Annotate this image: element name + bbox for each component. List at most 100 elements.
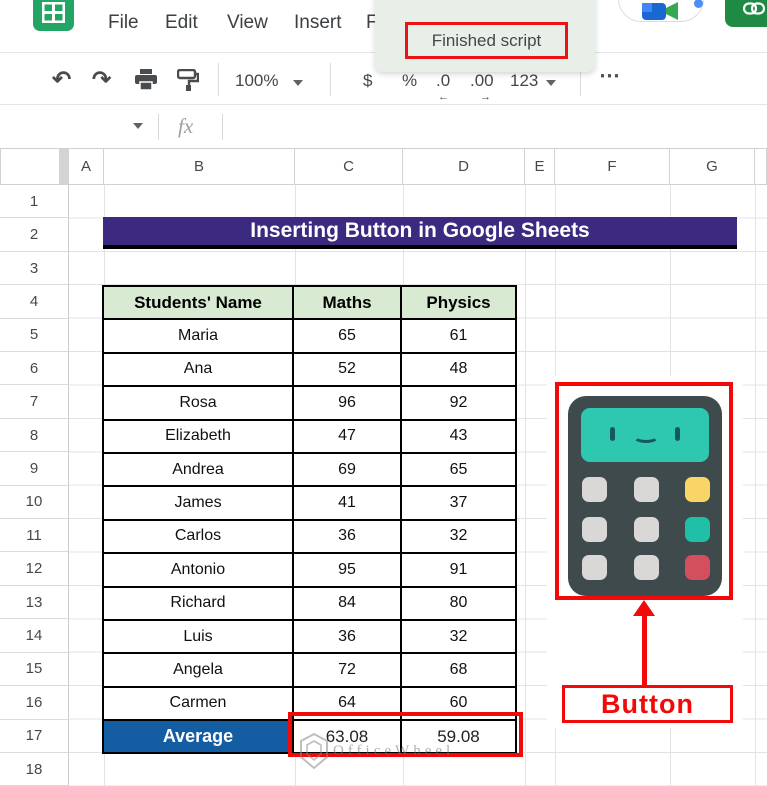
cell-maths[interactable]: 52: [294, 353, 402, 388]
cell-name[interactable]: Antonio: [104, 554, 294, 588]
column-header-g[interactable]: G: [670, 148, 755, 185]
cell-maths[interactable]: 41: [294, 487, 402, 521]
calculator-smile: [633, 430, 659, 443]
row-header[interactable]: 2: [0, 218, 69, 252]
cell-name[interactable]: Carlos: [104, 520, 294, 555]
cell-maths[interactable]: 36: [294, 520, 402, 555]
cell-maths[interactable]: 95: [294, 554, 402, 588]
cell-physics[interactable]: 92: [402, 387, 517, 421]
row-header[interactable]: 5: [0, 318, 69, 353]
sheet-title-banner: Inserting Button in Google Sheets: [103, 217, 737, 249]
name-box-caret-icon[interactable]: [133, 123, 143, 129]
average-label-cell[interactable]: Average: [104, 721, 294, 755]
calculator-key: [634, 517, 659, 542]
more-toolbar-button[interactable]: ⋯: [599, 64, 620, 87]
column-header-a[interactable]: A: [69, 148, 104, 185]
cell-name[interactable]: Elizabeth: [104, 420, 294, 454]
cell-name[interactable]: Maria: [104, 320, 294, 354]
calculator-key: [582, 517, 607, 542]
finished-script-item[interactable]: Finished script: [431, 30, 542, 50]
google-sheets-logo-icon[interactable]: [33, 0, 74, 31]
cell-physics[interactable]: 37: [402, 487, 517, 521]
cell-name[interactable]: Andrea: [104, 453, 294, 488]
row-header[interactable]: 15: [0, 652, 69, 687]
cell-name[interactable]: Ana: [104, 353, 294, 388]
cell-maths[interactable]: 36: [294, 620, 402, 655]
cell-physics[interactable]: 91: [402, 554, 517, 588]
zoom-select[interactable]: 100%: [235, 71, 279, 90]
sheets-grid-glyph: [42, 2, 65, 23]
gridline: [755, 185, 756, 786]
cell-maths[interactable]: 47: [294, 420, 402, 454]
cell-maths[interactable]: 65: [294, 320, 402, 354]
cell-maths[interactable]: 84: [294, 587, 402, 621]
cell-name[interactable]: James: [104, 487, 294, 521]
share-button[interactable]: [725, 0, 767, 27]
redo-icon[interactable]: ↷: [92, 66, 112, 92]
column-header-e[interactable]: E: [525, 148, 555, 185]
cell-physics[interactable]: 48: [402, 353, 517, 388]
format-currency-button[interactable]: $: [363, 71, 373, 90]
paint-format-icon[interactable]: [177, 69, 199, 91]
menu-format-partial[interactable]: F: [366, 12, 378, 33]
calculator-screen: [581, 408, 709, 462]
menu-insert[interactable]: Insert: [294, 12, 342, 33]
row-header[interactable]: 10: [0, 485, 69, 520]
number-format-caret-icon: [546, 80, 556, 86]
row-header[interactable]: 1: [0, 185, 69, 219]
increase-decimal-button[interactable]: .00: [470, 71, 494, 90]
row-header[interactable]: 16: [0, 686, 69, 720]
select-all-corner[interactable]: [0, 148, 69, 185]
cell-name[interactable]: Carmen: [104, 687, 294, 722]
cell-maths[interactable]: 96: [294, 387, 402, 421]
cell-name[interactable]: Angela: [104, 654, 294, 688]
decrease-decimal-button[interactable]: .0: [436, 71, 451, 90]
undo-icon[interactable]: ↶: [52, 66, 72, 92]
cell-name[interactable]: Luis: [104, 620, 294, 655]
row-header[interactable]: 9: [0, 452, 69, 486]
link-icon: [743, 2, 765, 15]
row-header[interactable]: 17: [0, 719, 69, 753]
row-header[interactable]: 14: [0, 619, 69, 653]
column-header-f[interactable]: F: [555, 148, 670, 185]
menu-file[interactable]: File: [108, 12, 139, 33]
column-header-c[interactable]: C: [295, 148, 403, 185]
row-header[interactable]: 12: [0, 552, 69, 586]
column-header-b[interactable]: B: [104, 148, 295, 185]
toolbar-divider: [330, 63, 331, 96]
column-header-partial[interactable]: [755, 148, 767, 185]
student-score-table[interactable]: Students' Name Maths Physics Maria 65 61…: [102, 285, 517, 755]
row-header[interactable]: 6: [0, 352, 69, 386]
cell-physics[interactable]: 80: [402, 587, 517, 621]
cell-name[interactable]: Richard: [104, 587, 294, 621]
formula-bar-divider: [158, 114, 159, 140]
meet-button[interactable]: [618, 0, 704, 22]
cell-physics[interactable]: 32: [402, 520, 517, 555]
cell-physics[interactable]: 68: [402, 654, 517, 688]
row-header[interactable]: 7: [0, 385, 69, 419]
cell-physics[interactable]: 61: [402, 320, 517, 354]
cell-maths[interactable]: 69: [294, 453, 402, 488]
calculator-eye: [675, 427, 680, 441]
menu-view[interactable]: View: [227, 12, 268, 33]
cell-physics[interactable]: 65: [402, 453, 517, 488]
row-header[interactable]: 13: [0, 585, 69, 620]
cell-name[interactable]: Rosa: [104, 387, 294, 421]
format-percent-button[interactable]: %: [402, 71, 418, 90]
row-header[interactable]: 18: [0, 752, 69, 786]
average-maths-cell[interactable]: 63.08: [294, 721, 402, 755]
average-physics-cell[interactable]: 59.08: [402, 721, 517, 755]
menu-edit[interactable]: Edit: [165, 12, 198, 33]
formula-bar: fx: [0, 106, 767, 148]
cell-maths[interactable]: 72: [294, 654, 402, 688]
row-header[interactable]: 3: [0, 251, 69, 286]
row-header[interactable]: 11: [0, 519, 69, 553]
cell-physics[interactable]: 43: [402, 420, 517, 454]
row-header[interactable]: 4: [0, 285, 69, 319]
print-icon[interactable]: [134, 69, 158, 91]
cell-physics[interactable]: 32: [402, 620, 517, 655]
calculator-image[interactable]: [568, 396, 722, 596]
number-format-button[interactable]: 123: [510, 71, 539, 90]
row-header[interactable]: 8: [0, 418, 69, 453]
column-header-d[interactable]: D: [403, 148, 525, 185]
